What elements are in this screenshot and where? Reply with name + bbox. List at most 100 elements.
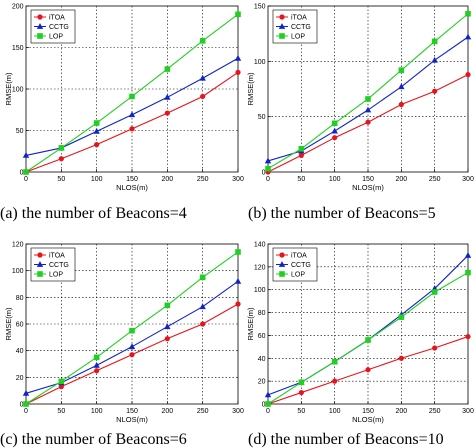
data-point-cctg [431, 56, 438, 63]
x-axis-label: NLOS(m) [116, 183, 148, 192]
x-tick-label: 250 [429, 176, 441, 183]
data-point-cctg [93, 127, 100, 134]
x-tick-label: 200 [161, 176, 173, 183]
data-point-cctg [22, 389, 30, 396]
data-point-cctg [398, 83, 405, 90]
data-point-lop [298, 379, 305, 386]
y-tick-label: 100 [254, 59, 266, 66]
data-point-lop [265, 165, 271, 172]
data-point-itoa [58, 156, 64, 162]
chart-a: 0 50 100 150 200 250 300 0 50 100 150 200 NLOS(m) RMS… [4, 4, 244, 193]
data-point-itoa [432, 345, 438, 351]
data-point-cctg [234, 277, 242, 284]
x-tick-label: 0 [24, 408, 28, 415]
data-point-itoa [465, 333, 471, 340]
data-point-lop [23, 169, 29, 175]
y-tick-label: 120 [254, 264, 266, 271]
y-tick-label: 80 [16, 295, 24, 302]
data-point-itoa [94, 142, 100, 148]
y-tick-label: 120 [12, 242, 24, 249]
legend-marker-itoa [279, 14, 285, 20]
data-point-itoa [200, 321, 206, 327]
data-point-cctg [464, 252, 472, 258]
data-point-lop [129, 93, 135, 100]
y-axis-label: RMSE(m) [4, 72, 13, 105]
legend-marker-cctg [278, 261, 286, 267]
x-tick-label: 200 [161, 408, 173, 415]
data-point-itoa [432, 88, 438, 94]
x-tick-label: 200 [395, 408, 407, 415]
data-point-itoa [58, 384, 64, 390]
y-tick-label: 80 [258, 310, 266, 317]
y-tick-label: 40 [258, 356, 266, 363]
data-point-itoa [365, 367, 371, 373]
legend-marker-lop [37, 33, 43, 39]
x-tick-label: 0 [266, 176, 270, 183]
data-point-lop [199, 38, 206, 44]
data-point-lop [58, 145, 65, 151]
data-point-lop [365, 337, 371, 343]
data-point-cctg [199, 74, 206, 81]
legend-entry-lop: LOP [291, 34, 305, 41]
legend-entry-lop: LOP [291, 272, 305, 279]
chart-b: 0 50 100 150 200 250 300050100150NLOS(m)RMSE(m… [246, 4, 474, 193]
data-point-lop [58, 378, 65, 385]
data-point-lop [431, 289, 438, 295]
data-point-lop [365, 96, 371, 102]
y-tick-label: 150 [12, 45, 24, 52]
data-point-lop [129, 327, 135, 334]
legend-entry-cctg: CCTG [291, 24, 311, 31]
data-point-itoa [298, 152, 304, 158]
data-point-cctg [22, 152, 30, 158]
data-point-itoa [235, 69, 241, 75]
data-point-lop [331, 120, 338, 127]
data-point-lop [93, 120, 100, 126]
data-point-itoa [332, 135, 338, 141]
legend-marker-lop [279, 271, 285, 277]
y-tick-label: 100 [254, 287, 266, 294]
y-tick-label: 50 [16, 128, 24, 135]
x-tick-label: 300 [462, 176, 474, 183]
data-point-lop [465, 10, 471, 17]
x-tick-label: 150 [126, 408, 138, 415]
x-tick-label: 0 [266, 408, 270, 415]
x-tick-label: 150 [362, 408, 374, 415]
legend-entry-itoa: iTOA [291, 253, 307, 260]
data-point-cctg [128, 343, 136, 350]
caption-a: (a) the number of Beacons=4 [0, 205, 187, 222]
data-point-itoa [398, 101, 404, 108]
data-point-cctg [364, 106, 372, 113]
legend-marker-cctg [278, 23, 286, 29]
data-point-itoa [235, 301, 241, 307]
data-point-lop [465, 269, 471, 276]
data-point-itoa [164, 110, 170, 116]
x-tick-label: 250 [197, 408, 209, 415]
data-point-itoa [94, 368, 100, 374]
data-point-lop [398, 67, 405, 73]
data-point-lop [23, 401, 29, 407]
y-tick-label: 0 [262, 170, 266, 177]
data-point-cctg [264, 157, 272, 164]
x-tick-label: 300 [232, 176, 244, 183]
data-point-itoa [332, 378, 338, 384]
legend-entry-cctg: CCTG [291, 262, 311, 269]
legend-entry-itoa: iTOA [49, 253, 65, 260]
x-tick-label: 150 [362, 176, 374, 183]
data-point-lop [235, 11, 241, 18]
x-tick-label: 300 [232, 408, 244, 415]
data-point-itoa [200, 93, 206, 100]
x-tick-label: 150 [126, 176, 138, 183]
y-tick-label: 100 [12, 87, 24, 94]
data-point-lop [431, 38, 438, 45]
legend-marker-lop [37, 271, 43, 277]
x-tick-label: 50 [57, 176, 65, 183]
data-point-cctg [464, 33, 472, 40]
y-axis-label: RMSE(m) [246, 72, 255, 105]
data-point-lop [199, 274, 206, 281]
y-tick-label: 0 [262, 402, 266, 409]
x-tick-label: 200 [395, 176, 407, 183]
data-point-itoa [164, 336, 170, 342]
data-point-itoa [298, 389, 304, 396]
legend-entry-itoa: iTOA [49, 15, 65, 22]
y-tick-label: 60 [258, 333, 266, 340]
